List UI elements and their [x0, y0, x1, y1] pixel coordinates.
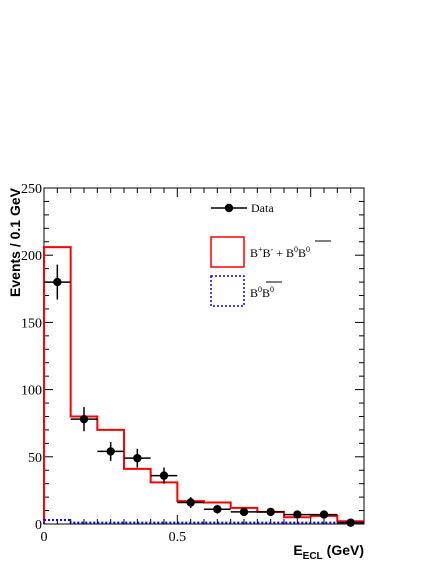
x-tick-label: 0 — [41, 530, 48, 545]
x-tick-label: 0.5 — [169, 530, 187, 545]
red-label-part-1: B — [250, 246, 258, 260]
x-axis-title: EECL (GeV) — [293, 542, 364, 562]
red-label-part-4: - — [271, 245, 274, 254]
red-label-part-2: + — [258, 245, 263, 254]
y-tick-label: 0 — [35, 518, 42, 533]
data-point — [53, 277, 62, 287]
blue-label-part-2: 0 — [258, 285, 262, 294]
red-label-part-6: 0 — [294, 245, 298, 254]
blue-label-part-3: B — [262, 286, 270, 300]
data-point — [346, 518, 355, 527]
y-axis-title: Events / 0.1 GeV — [7, 187, 23, 297]
x-axis-title-unit: (GeV) — [327, 542, 364, 558]
red-histogram-line — [43, 246, 364, 524]
legend-swatch-red — [210, 236, 245, 268]
red-label-part-8: 0 — [306, 245, 310, 254]
red-histogram — [43, 246, 364, 524]
legend-label-red: B+B- + B0B0 — [250, 245, 310, 260]
data-point — [133, 453, 142, 463]
data-point — [159, 471, 169, 480]
blue-label-part-4: 0 — [270, 285, 274, 294]
y-tick-label: 50 — [28, 451, 42, 466]
data-point — [106, 447, 115, 456]
y-tick-label: 250 — [21, 182, 42, 197]
legend: Data B+B- + B0B0 B0B0 — [210, 201, 331, 307]
legend-swatch-blue — [210, 275, 245, 307]
data-point — [293, 510, 302, 519]
plot-frame — [43, 187, 365, 525]
x-axis-title-main: E — [293, 542, 302, 558]
data-points — [44, 264, 364, 527]
legend-label-data: Data — [251, 201, 274, 215]
y-tick-label: 200 — [21, 249, 42, 264]
blue-label-part-1: B — [250, 286, 258, 300]
y-tick-label: 150 — [21, 316, 42, 331]
data-point — [79, 414, 89, 424]
legend-data-marker — [224, 203, 234, 213]
red-label-part-7: B — [298, 246, 306, 260]
y-tick-label: 100 — [21, 384, 42, 399]
data-point — [213, 505, 222, 514]
data-point — [266, 507, 275, 517]
x-axis-title-sub: ECL — [303, 551, 323, 562]
data-point — [186, 498, 195, 507]
data-point — [319, 510, 329, 519]
red-label-part-3: B — [263, 246, 271, 260]
blue-dashed-histogram — [43, 518, 364, 524]
legend-label-blue: B0B0 — [250, 285, 274, 300]
blue-histogram-line — [43, 518, 364, 524]
red-label-part-5: + B — [273, 246, 294, 260]
data-point — [239, 507, 249, 517]
axes: 0 50 100 150 200 250 0 0.5 — [21, 182, 365, 545]
